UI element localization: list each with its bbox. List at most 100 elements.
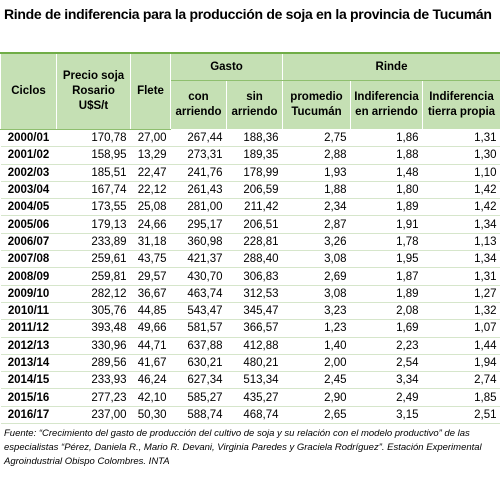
cell: 158,95 <box>56 146 131 165</box>
cell: 44,71 <box>130 337 171 355</box>
table-row: 2001/02 158,95 13,29 273,31 189,35 2,88 1,88 1,… <box>0 146 500 165</box>
row-label: 2004/05 <box>0 198 57 217</box>
cell: 3,15 <box>350 406 423 425</box>
row-label: 2007/08 <box>0 250 57 269</box>
cell: 306,83 <box>226 267 283 286</box>
table-row: 2003/04 167,74 22,12 261,43 206,59 1,88 1,80 1,… <box>0 181 500 200</box>
cell: 1,31 <box>422 267 500 286</box>
cell: 289,56 <box>56 354 131 373</box>
cell: 463,74 <box>170 285 227 303</box>
cell: 233,89 <box>56 233 131 252</box>
row-label: 2012/13 <box>0 337 57 355</box>
cell: 1,93 <box>282 164 351 182</box>
cell: 189,35 <box>226 146 283 165</box>
cell: 2,87 <box>282 215 351 234</box>
cell: 1,42 <box>422 198 500 217</box>
cell: 2,74 <box>422 371 500 390</box>
table-row: 2000/01 170,78 27,00 267,44 188,36 2,75 1,86 1,… <box>0 129 500 148</box>
cell: 179,13 <box>56 215 131 234</box>
cell: 13,29 <box>130 146 171 165</box>
cell: 2,45 <box>282 371 351 390</box>
cell: 1,10 <box>422 164 500 182</box>
cell: 2,49 <box>350 388 423 407</box>
cell: 345,47 <box>226 302 283 321</box>
cell: 1,91 <box>350 215 423 234</box>
group-header: Rinde <box>281 52 500 81</box>
table-body: 2000/01 170,78 27,00 267,44 188,36 2,75 1,86 1,… <box>0 129 500 425</box>
cell: 421,37 <box>170 250 227 269</box>
table-row: 2009/10 282,12 36,67 463,74 312,53 3,08 1,89 1,… <box>0 285 500 303</box>
cell: 261,43 <box>170 181 227 200</box>
cell: 585,27 <box>170 388 227 407</box>
group-header: Gasto <box>170 52 283 81</box>
cell: 259,81 <box>56 267 131 286</box>
cell: 2,54 <box>350 354 423 373</box>
row-label: 2014/15 <box>0 371 57 390</box>
cell: 360,98 <box>170 233 227 252</box>
cell: 480,21 <box>226 354 283 373</box>
row-label: 2002/03 <box>0 164 57 182</box>
cell: 1,78 <box>350 233 423 252</box>
table-header: Ciclos Precio soja Rosario U$S/t Flete G… <box>0 52 500 130</box>
cell: 2,65 <box>282 406 351 425</box>
cell: 22,12 <box>130 181 171 200</box>
row-label: 2005/06 <box>0 215 57 234</box>
cell: 543,47 <box>170 302 227 321</box>
table-row: 2014/15 233,93 46,24 627,34 513,34 2,45 3,34 2,… <box>0 371 500 390</box>
cell: 1,44 <box>422 337 500 355</box>
row-label: 2001/02 <box>0 146 57 165</box>
cell: 627,34 <box>170 371 227 390</box>
cell: 1,32 <box>422 302 500 321</box>
cell: 273,31 <box>170 146 227 165</box>
cell: 1,85 <box>422 388 500 407</box>
cell: 22,47 <box>130 164 171 182</box>
cell: 2,90 <box>282 388 351 407</box>
cell: 27,00 <box>130 129 171 148</box>
cell: 185,51 <box>56 164 131 182</box>
table-row: 2011/12 393,48 49,66 581,57 366,57 1,23 1,69 1,… <box>0 319 500 338</box>
cell: 1,48 <box>350 164 423 182</box>
source-note: Fuente: “Crecimiento del gasto de produc… <box>4 428 482 468</box>
column-header: Precio soja Rosario U$S/t <box>56 52 131 130</box>
cell: 1,88 <box>282 181 351 200</box>
cell: 178,99 <box>226 164 283 182</box>
table-row: 2004/05 173,55 25,08 281,00 211,42 2,34 1,89 1,… <box>0 198 500 217</box>
cell: 24,66 <box>130 215 171 234</box>
cell: 49,66 <box>130 319 171 338</box>
table-row: 2005/06 179,13 24,66 295,17 206,51 2,87 1,91 1,… <box>0 215 500 234</box>
cell: 1,13 <box>422 233 500 252</box>
cell: 1,30 <box>422 146 500 165</box>
cell: 1,89 <box>350 285 423 303</box>
cell: 206,59 <box>226 181 283 200</box>
cell: 2,23 <box>350 337 423 355</box>
cell: 430,70 <box>170 267 227 286</box>
cell: 44,85 <box>130 302 171 321</box>
table-row: 2002/03 185,51 22,47 241,76 178,99 1,93 1,48 1,… <box>0 164 500 182</box>
cell: 3,34 <box>350 371 423 390</box>
cell: 173,55 <box>56 198 131 217</box>
cell: 167,74 <box>56 181 131 200</box>
cell: 468,74 <box>226 406 283 425</box>
row-label: 2000/01 <box>0 129 57 148</box>
column-header: Indiferencia tierra propia <box>421 80 500 130</box>
cell: 1,69 <box>350 319 423 338</box>
column-header: Flete <box>130 52 171 130</box>
cell: 46,24 <box>130 371 171 390</box>
cell: 637,88 <box>170 337 227 355</box>
cell: 412,88 <box>226 337 283 355</box>
data-table: Ciclos Precio soja Rosario U$S/t Flete G… <box>0 52 500 425</box>
cell: 330,96 <box>56 337 131 355</box>
cell: 288,40 <box>226 250 283 269</box>
cell: 1,88 <box>350 146 423 165</box>
cell: 1,40 <box>282 337 351 355</box>
row-label: 2015/16 <box>0 388 57 407</box>
cell: 31,18 <box>130 233 171 252</box>
cell: 206,51 <box>226 215 283 234</box>
cell: 282,12 <box>56 285 131 303</box>
cell: 2,08 <box>350 302 423 321</box>
cell: 1,34 <box>422 215 500 234</box>
column-header: Ciclos <box>0 52 57 130</box>
cell: 170,78 <box>56 129 131 148</box>
row-label: 2006/07 <box>0 233 57 252</box>
